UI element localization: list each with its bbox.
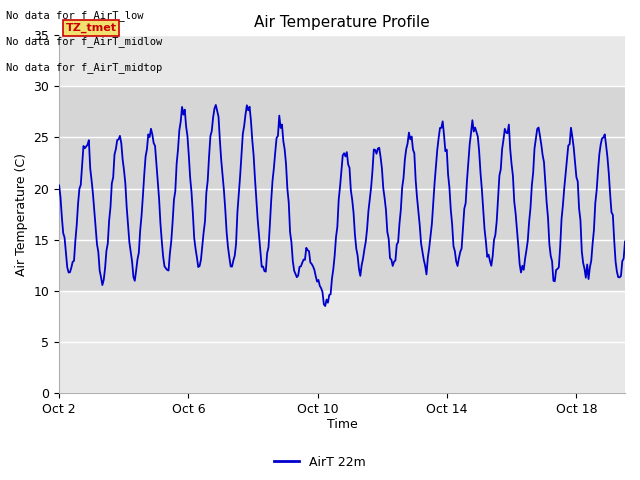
Bar: [59, 86, 625, 291]
X-axis label: Time: Time: [326, 419, 358, 432]
Legend: AirT 22m: AirT 22m: [269, 451, 371, 474]
Text: No data for f_AirT_midlow: No data for f_AirT_midlow: [6, 36, 163, 47]
Y-axis label: Air Temperature (C): Air Temperature (C): [15, 153, 28, 276]
Title: Air Temperature Profile: Air Temperature Profile: [254, 15, 430, 30]
Text: TZ_tmet: TZ_tmet: [65, 23, 116, 33]
Text: No data for f_AirT_midtop: No data for f_AirT_midtop: [6, 62, 163, 73]
Text: No data for f_AirT_low: No data for f_AirT_low: [6, 10, 144, 21]
